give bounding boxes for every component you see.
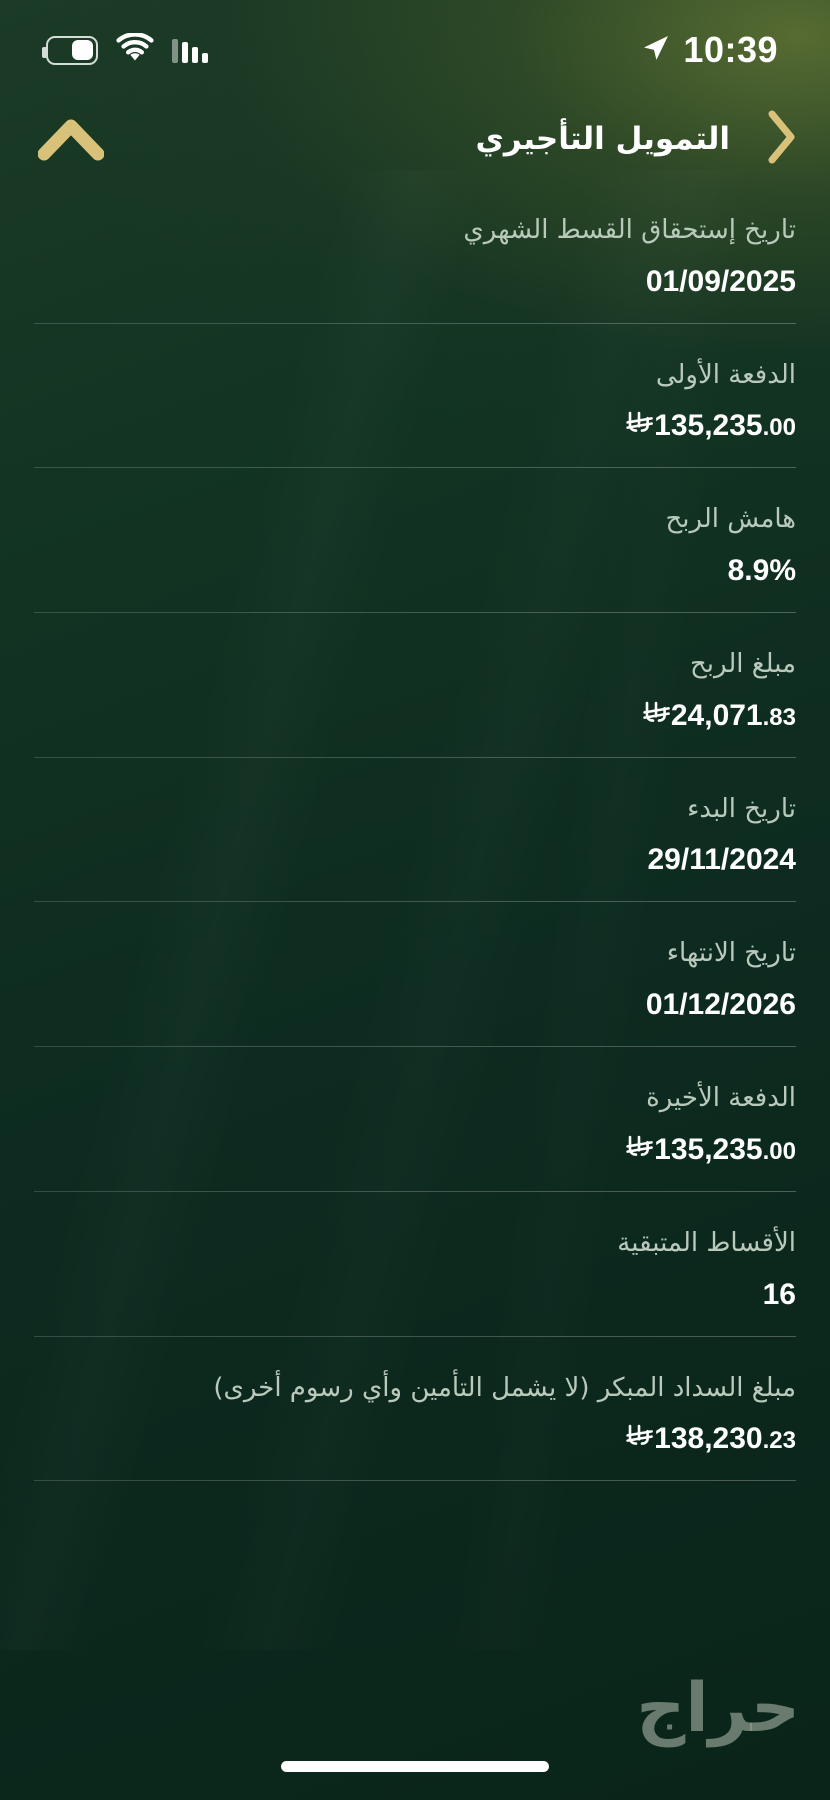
detail-value-decimals: .00 bbox=[762, 414, 796, 442]
watermark-text: حراج bbox=[636, 1669, 802, 1748]
detail-row-last-payment: الدفعة الأخيرة 135,235.00 bbox=[0, 1046, 830, 1191]
detail-row-end-date: تاريخ الانتهاء 01/12/2026 bbox=[0, 901, 830, 1046]
detail-value: 8.9% bbox=[727, 554, 796, 588]
detail-row-monthly-due-date: تاريخ إستحقاق القسط الشهري 01/09/2025 bbox=[0, 178, 830, 323]
status-bar-clock: 10:39 bbox=[683, 29, 778, 70]
detail-value: 135,235.00 bbox=[34, 406, 796, 445]
detail-row-profit-margin: هامش الربح 8.9% bbox=[0, 467, 830, 612]
detail-label: الدفعة الأخيرة bbox=[646, 1083, 796, 1114]
status-bar-right: 10:39 bbox=[640, 29, 778, 71]
riyal-symbol-icon bbox=[643, 697, 671, 736]
detail-row-start-date: تاريخ البدء 29/11/2024 bbox=[0, 756, 830, 902]
detail-label: تاريخ البدء bbox=[687, 793, 796, 824]
detail-value-number: 138,230 bbox=[654, 1422, 763, 1456]
detail-label: تاريخ الانتهاء bbox=[666, 938, 796, 969]
detail-label: تاريخ إستحقاق القسط الشهري bbox=[463, 215, 796, 245]
detail-value-number: 135,235 bbox=[654, 409, 763, 443]
detail-value-decimals: .83 bbox=[762, 703, 796, 731]
detail-label: مبلغ السداد المبكر (لا يشمل التأمين وأي … bbox=[213, 1372, 796, 1403]
detail-value: 29/11/2024 bbox=[647, 843, 797, 877]
detail-row-profit-amount: مبلغ الربح 24,071.83 bbox=[0, 612, 830, 757]
chevron-right-icon[interactable] bbox=[764, 108, 798, 170]
detail-value: 16 bbox=[762, 1277, 796, 1311]
location-arrow-icon bbox=[640, 32, 672, 68]
lease-details-list: تاريخ إستحقاق القسط الشهري 01/09/2025 ال… bbox=[0, 178, 830, 1482]
detail-row-remaining-installments: الأقساط المتبقية 16 bbox=[0, 1190, 830, 1336]
detail-value-decimals: .00 bbox=[762, 1137, 796, 1165]
app-header: التمويل التأجيري bbox=[0, 100, 830, 178]
battery-low-icon bbox=[42, 35, 98, 65]
status-bar-left bbox=[42, 32, 210, 67]
detail-label: الدفعة الأولى bbox=[655, 359, 796, 390]
home-indicator bbox=[281, 1761, 549, 1772]
detail-label: مبلغ الربح bbox=[690, 649, 796, 680]
status-bar: 10:39 bbox=[0, 0, 830, 100]
wifi-icon bbox=[115, 32, 155, 67]
detail-value-decimals: .23 bbox=[762, 1427, 796, 1455]
signal-bars-icon bbox=[172, 33, 210, 67]
detail-value: 01/09/2025 bbox=[645, 264, 796, 298]
detail-value-number: 135,235 bbox=[654, 1132, 763, 1166]
detail-row-divider-end bbox=[0, 1480, 830, 1482]
detail-row-first-payment: الدفعة الأولى 135,235.00 bbox=[0, 322, 830, 468]
detail-label: هامش الربح bbox=[665, 504, 796, 535]
page-title: التمويل التأجيري bbox=[475, 121, 731, 157]
detail-value: 135,235.00 bbox=[34, 1130, 796, 1169]
detail-value: 24,071.83 bbox=[34, 696, 796, 735]
chevron-up-icon[interactable] bbox=[37, 114, 105, 166]
riyal-symbol-icon bbox=[626, 1420, 654, 1459]
haraj-watermark: حراج bbox=[636, 1669, 802, 1748]
detail-value-number: 24,071 bbox=[670, 698, 763, 732]
riyal-symbol-icon bbox=[626, 1131, 654, 1170]
riyal-symbol-icon bbox=[626, 407, 654, 446]
detail-value: 138,230.23 bbox=[34, 1419, 796, 1458]
detail-label: الأقساط المتبقية bbox=[617, 1227, 796, 1258]
detail-value: 01/12/2026 bbox=[645, 988, 796, 1022]
detail-row-early-settlement: مبلغ السداد المبكر (لا يشمل التأمين وأي … bbox=[0, 1335, 830, 1481]
